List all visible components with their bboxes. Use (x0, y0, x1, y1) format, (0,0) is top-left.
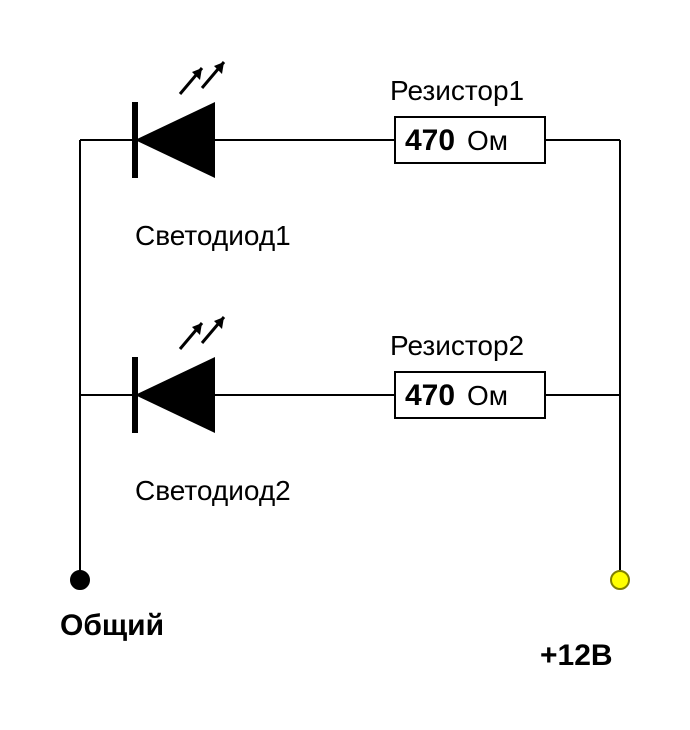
resistor2-label: Резистор2 (390, 330, 524, 361)
v12-label: +12В (540, 639, 613, 672)
led1-symbol (135, 62, 224, 178)
common-label: Общий (60, 609, 164, 642)
led2-symbol (135, 317, 224, 433)
led1-label: Светодиод1 (135, 220, 291, 251)
resistor-value: 470 (405, 379, 455, 412)
resistor-unit: Ом (467, 380, 508, 411)
resistor-unit: Ом (467, 125, 508, 156)
common-terminal (71, 571, 89, 589)
resistor1-box: 470 Ом (395, 117, 545, 163)
circuit-schematic: 470 Ом Резистор1 Светодиод1 470 Ом Резистор2 Св… (0, 0, 690, 730)
resistor2-box: 470 Ом (395, 372, 545, 418)
resistor1-label: Резистор1 (390, 75, 524, 106)
resistor-value: 470 (405, 124, 455, 157)
led2-label: Светодиод2 (135, 475, 291, 506)
v12-terminal (611, 571, 629, 589)
